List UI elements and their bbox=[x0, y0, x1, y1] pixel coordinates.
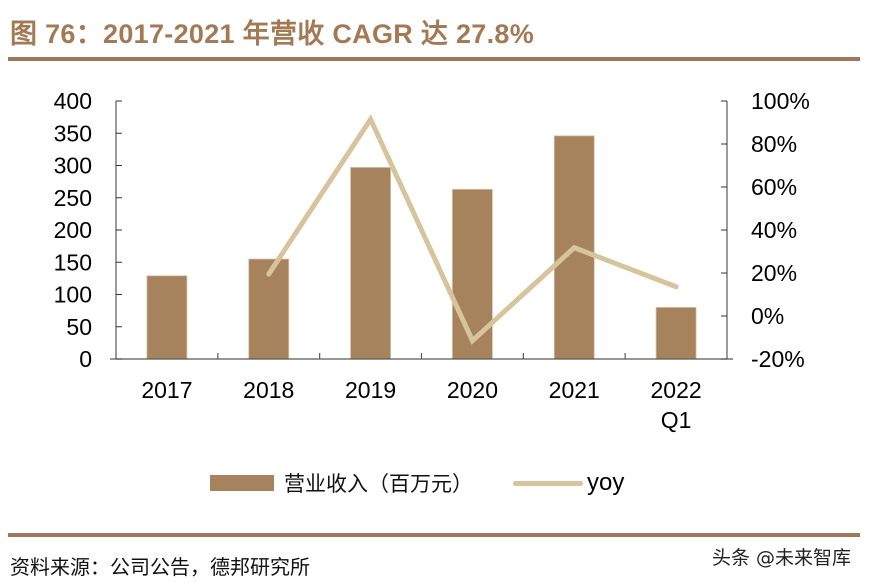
legend-label-yoy: yoy bbox=[587, 469, 625, 496]
x-tick-label: 2022 bbox=[650, 377, 701, 403]
left-tick-label: 100 bbox=[54, 282, 92, 308]
footer-rule bbox=[8, 533, 860, 537]
combo-chart: 0 50 100 150 200 250 300 350 400 -20% 0% 20% 40% 60%… bbox=[54, 88, 810, 433]
x-tick-label: 2021 bbox=[549, 377, 600, 403]
left-tick-label: 350 bbox=[54, 120, 92, 146]
source-note: 资料来源：公司公告，德邦研究所 bbox=[10, 555, 310, 579]
bars-group bbox=[146, 135, 697, 360]
right-tick-label: 0% bbox=[751, 303, 784, 329]
legend-swatch-revenue bbox=[210, 475, 274, 491]
x-tick-label: 2019 bbox=[345, 377, 396, 403]
x-tick-label: 2018 bbox=[243, 377, 294, 403]
x-tick-label: Q1 bbox=[661, 407, 692, 433]
right-tick-labels: -20% 0% 20% 40% 60% 80% 100% bbox=[751, 88, 810, 372]
right-tick-label: 20% bbox=[751, 260, 797, 286]
left-tick-label: 200 bbox=[54, 217, 92, 243]
x-tick-label: 2017 bbox=[141, 377, 192, 403]
bar-2020 bbox=[452, 188, 493, 360]
x-tick-label: 2020 bbox=[447, 377, 498, 403]
header-rule bbox=[8, 57, 860, 61]
legend-swatch-yoy bbox=[513, 480, 583, 486]
right-tick-label: -20% bbox=[751, 346, 805, 372]
left-tick-labels: 0 50 100 150 200 250 300 350 400 bbox=[54, 88, 92, 372]
bar-2022-Q1 bbox=[655, 306, 697, 360]
yoy-line-group bbox=[266, 114, 679, 345]
left-tick-label: 150 bbox=[54, 249, 92, 275]
left-tick-label: 250 bbox=[54, 185, 92, 211]
right-tick-label: 80% bbox=[751, 131, 797, 157]
left-tick-label: 50 bbox=[66, 314, 92, 340]
left-tick-label: 0 bbox=[79, 346, 92, 372]
legend-label-revenue: 营业收入（百万元） bbox=[284, 472, 473, 496]
bar-2017 bbox=[146, 275, 188, 360]
right-tick-label: 60% bbox=[751, 174, 797, 200]
legend: 营业收入（百万元） yoy bbox=[210, 468, 624, 498]
right-tick-label: 100% bbox=[751, 88, 810, 114]
left-tick-label: 300 bbox=[54, 153, 92, 179]
right-tick-label: 40% bbox=[751, 217, 797, 243]
chart-title: 图 76：2017-2021 年营收 CAGR 达 27.8% bbox=[10, 19, 535, 49]
x-tick-labels: 2017 2018 2019 2020 2021 2022 Q1 bbox=[141, 377, 701, 433]
bar-2019 bbox=[350, 167, 391, 360]
axes-group bbox=[110, 100, 733, 360]
watermark: 头条 @未来智库 bbox=[711, 547, 851, 569]
left-tick-label: 400 bbox=[54, 88, 92, 114]
